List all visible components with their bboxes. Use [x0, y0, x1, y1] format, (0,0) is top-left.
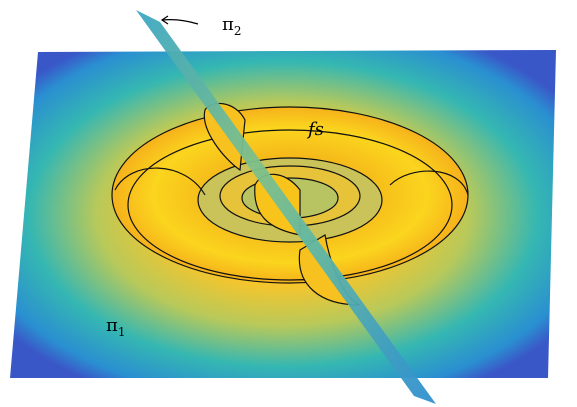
label-pi2-sub: 2 — [234, 24, 242, 38]
pi2-arrow — [162, 16, 198, 24]
label-pi1-sub: 1 — [118, 325, 126, 339]
label-pi2-base: π — [222, 14, 234, 35]
label-pi1-base: π — [106, 315, 118, 336]
diagram: π2 fs π1 — [0, 0, 577, 407]
label-fs: fs — [306, 119, 324, 140]
label-pi2: π2 — [222, 14, 241, 38]
